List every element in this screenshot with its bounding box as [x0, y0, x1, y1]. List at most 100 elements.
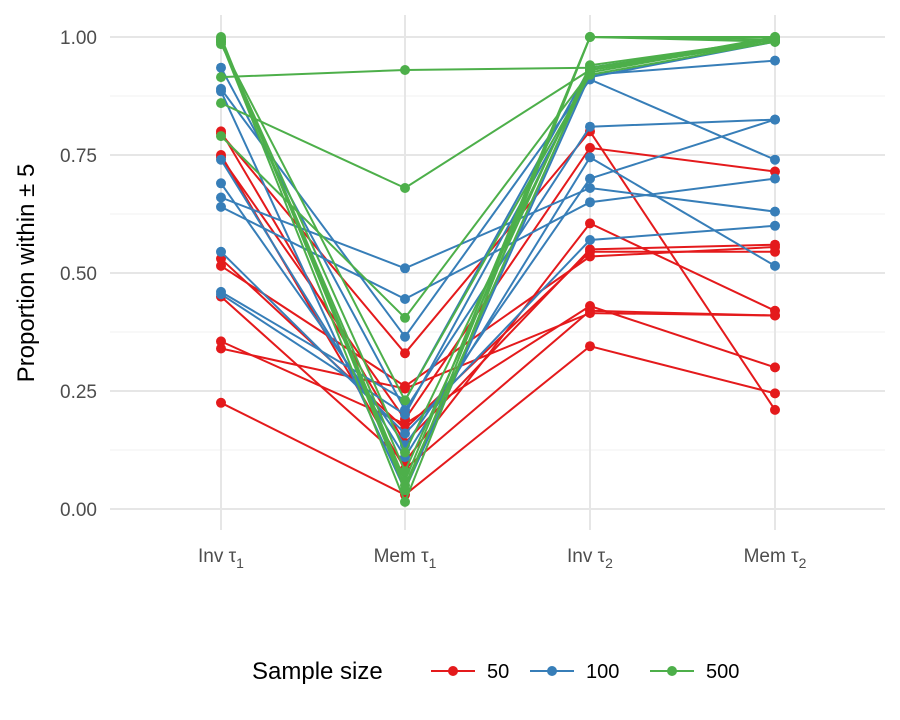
data-point-500-7-2 — [400, 395, 410, 406]
data-point-50-7-2 — [400, 383, 410, 394]
series-500-line-9 — [220, 36, 776, 488]
data-point-500-10-4 — [770, 34, 780, 45]
series-50-line-4 — [220, 246, 776, 388]
data-point-50-8-3 — [585, 341, 595, 352]
data-point-50-2-4 — [770, 166, 780, 177]
data-point-500-6-1 — [216, 131, 226, 142]
data-point-100-2-2 — [400, 331, 410, 342]
data-point-100-6-4 — [770, 206, 780, 217]
y-tick-label: 1.00 — [60, 28, 97, 49]
series-50-line-6 — [220, 304, 776, 426]
series-100-line-4 — [220, 156, 776, 460]
data-point-100-5-3 — [585, 173, 595, 184]
data-point-500-4-2 — [400, 65, 410, 75]
data-point-100-8-4 — [770, 220, 780, 231]
data-point-50-10-3 — [585, 305, 595, 316]
data-point-50-4-3 — [585, 251, 595, 262]
data-point-500-5-2 — [400, 183, 410, 193]
series-500-line-6 — [220, 38, 776, 320]
legend-item-500: 500 — [650, 661, 739, 683]
y-axis-title: Proportion within ± 5 — [13, 164, 40, 383]
data-point-500-5-1 — [216, 98, 226, 109]
legend-item-50: 50 — [431, 661, 509, 683]
data-point-100-1-3 — [585, 121, 595, 132]
data-point-100-3-1 — [216, 86, 226, 97]
data-point-50-5-3 — [585, 218, 595, 229]
series-100-line-10 — [220, 40, 776, 417]
data-point-50-9-2 — [400, 348, 410, 359]
data-point-500-3-3 — [585, 32, 595, 42]
data-point-100-8-1 — [216, 246, 226, 257]
legend-key-point — [448, 666, 458, 676]
data-point-100-5-4 — [770, 114, 780, 125]
data-point-100-3-4 — [770, 55, 780, 66]
y-tick-label: 0.00 — [60, 500, 97, 521]
data-point-50-6-2 — [400, 419, 410, 429]
series-100-line-7 — [220, 177, 776, 301]
data-point-500-8-2 — [400, 466, 410, 477]
data-point-50-7-1 — [216, 343, 226, 354]
series-50-line-5 — [220, 222, 776, 464]
series-100-line-6 — [220, 186, 776, 270]
data-point-500-4-1 — [216, 72, 226, 83]
data-point-50-9-4 — [770, 404, 780, 415]
series-500-line-5 — [220, 40, 776, 190]
series-100-line-8 — [220, 224, 776, 435]
x-tick-label: Mem τ1 — [374, 546, 437, 571]
y-tick-label: 0.25 — [60, 382, 97, 403]
grid-major — [110, 15, 885, 530]
data-point-100-10-2 — [400, 409, 410, 420]
data-point-100-4-4 — [770, 260, 780, 271]
series-50-line-9 — [220, 129, 776, 411]
series-500-line-1 — [220, 35, 776, 493]
x-tick-label: Mem τ2 — [744, 546, 807, 571]
legend-title: Sample size — [252, 658, 383, 685]
data-point-500-9-2 — [400, 480, 410, 491]
series-50-line-8 — [220, 345, 776, 496]
series-500-line-10 — [220, 38, 776, 455]
data-point-100-7-3 — [585, 197, 595, 208]
series-50 — [216, 126, 780, 500]
series-100-line-2 — [220, 78, 776, 339]
data-point-100-4-1 — [216, 154, 226, 165]
series-50-line-1 — [220, 130, 776, 445]
data-point-50-4-1 — [216, 260, 226, 271]
x-axis-ticks: Inv τ1 Mem τ1 Inv τ2 Mem τ2 — [198, 546, 807, 571]
series-50-line-7 — [220, 312, 776, 390]
data-point-50-6-1 — [216, 336, 226, 347]
legend-key-point — [547, 666, 557, 676]
series-500 — [216, 32, 780, 507]
y-tick-label: 0.50 — [60, 264, 97, 285]
legend-label: 100 — [586, 661, 619, 683]
data-point-50-6-4 — [770, 362, 780, 373]
legend: Sample size 50 100 500 — [252, 658, 739, 685]
data-point-50-2-3 — [585, 142, 595, 153]
legend-key-point — [667, 666, 677, 676]
data-point-100-6-1 — [216, 192, 226, 203]
legend-item-100: 100 — [530, 661, 619, 683]
series-500-line-7 — [220, 40, 776, 403]
series-100-line-3 — [220, 59, 776, 493]
data-point-100-8-2 — [400, 428, 410, 439]
data-point-500-10-2 — [400, 447, 410, 458]
data-point-50-8-4 — [770, 388, 780, 399]
series-500-line-8 — [220, 38, 776, 474]
data-point-100-6-3 — [585, 183, 595, 193]
data-point-100-2-4 — [770, 154, 780, 165]
data-point-100-7-4 — [770, 173, 780, 184]
series-100-line-5 — [220, 118, 776, 448]
data-point-100-4-3 — [585, 152, 595, 163]
data-point-100-10-1 — [216, 289, 226, 300]
legend-label: 500 — [706, 661, 739, 683]
y-axis-ticks: 0.00 0.25 0.50 0.75 1.00 — [60, 28, 97, 521]
data-point-50-3-1 — [216, 253, 226, 264]
y-tick-label: 0.75 — [60, 146, 97, 167]
legend-label: 50 — [487, 661, 509, 683]
data-point-500-6-2 — [400, 312, 410, 323]
series-layer — [216, 32, 780, 507]
data-point-500-10-1 — [216, 36, 226, 47]
data-point-50-4-4 — [770, 242, 780, 252]
data-point-100-8-3 — [585, 235, 595, 245]
data-point-50-10-4 — [770, 310, 780, 321]
